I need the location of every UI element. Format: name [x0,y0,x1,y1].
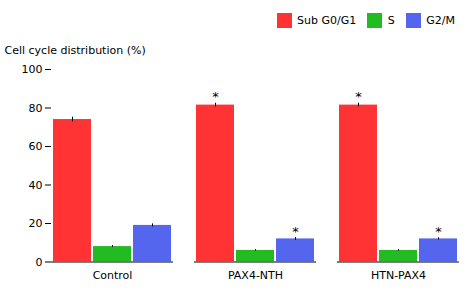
svg-text:40: 40 [29,178,43,191]
html-text:Sub G0/G1: Sub G0/G1 [297,14,357,27]
svg-text:0: 0 [36,255,43,268]
svg-text:*: * [212,89,219,104]
svg-text:Control: Control [93,268,133,281]
svg-text:HTN-PAX4: HTN-PAX4 [371,268,426,281]
svg-text:*: * [435,223,442,238]
svg-text:20: 20 [29,217,43,230]
html-text:G2/M: G2/M [426,14,455,27]
html-text:S: S [387,14,395,27]
svg-text:Cell cycle distribution (%): Cell cycle distribution (%) [5,44,146,57]
svg-text:80: 80 [29,101,43,114]
svg-text:PAX4-NTH: PAX4-NTH [228,268,283,281]
svg-text:*: * [355,89,362,104]
svg-text:*: * [292,223,299,238]
svg-text:60: 60 [29,140,43,153]
svg-text:100: 100 [22,63,43,76]
